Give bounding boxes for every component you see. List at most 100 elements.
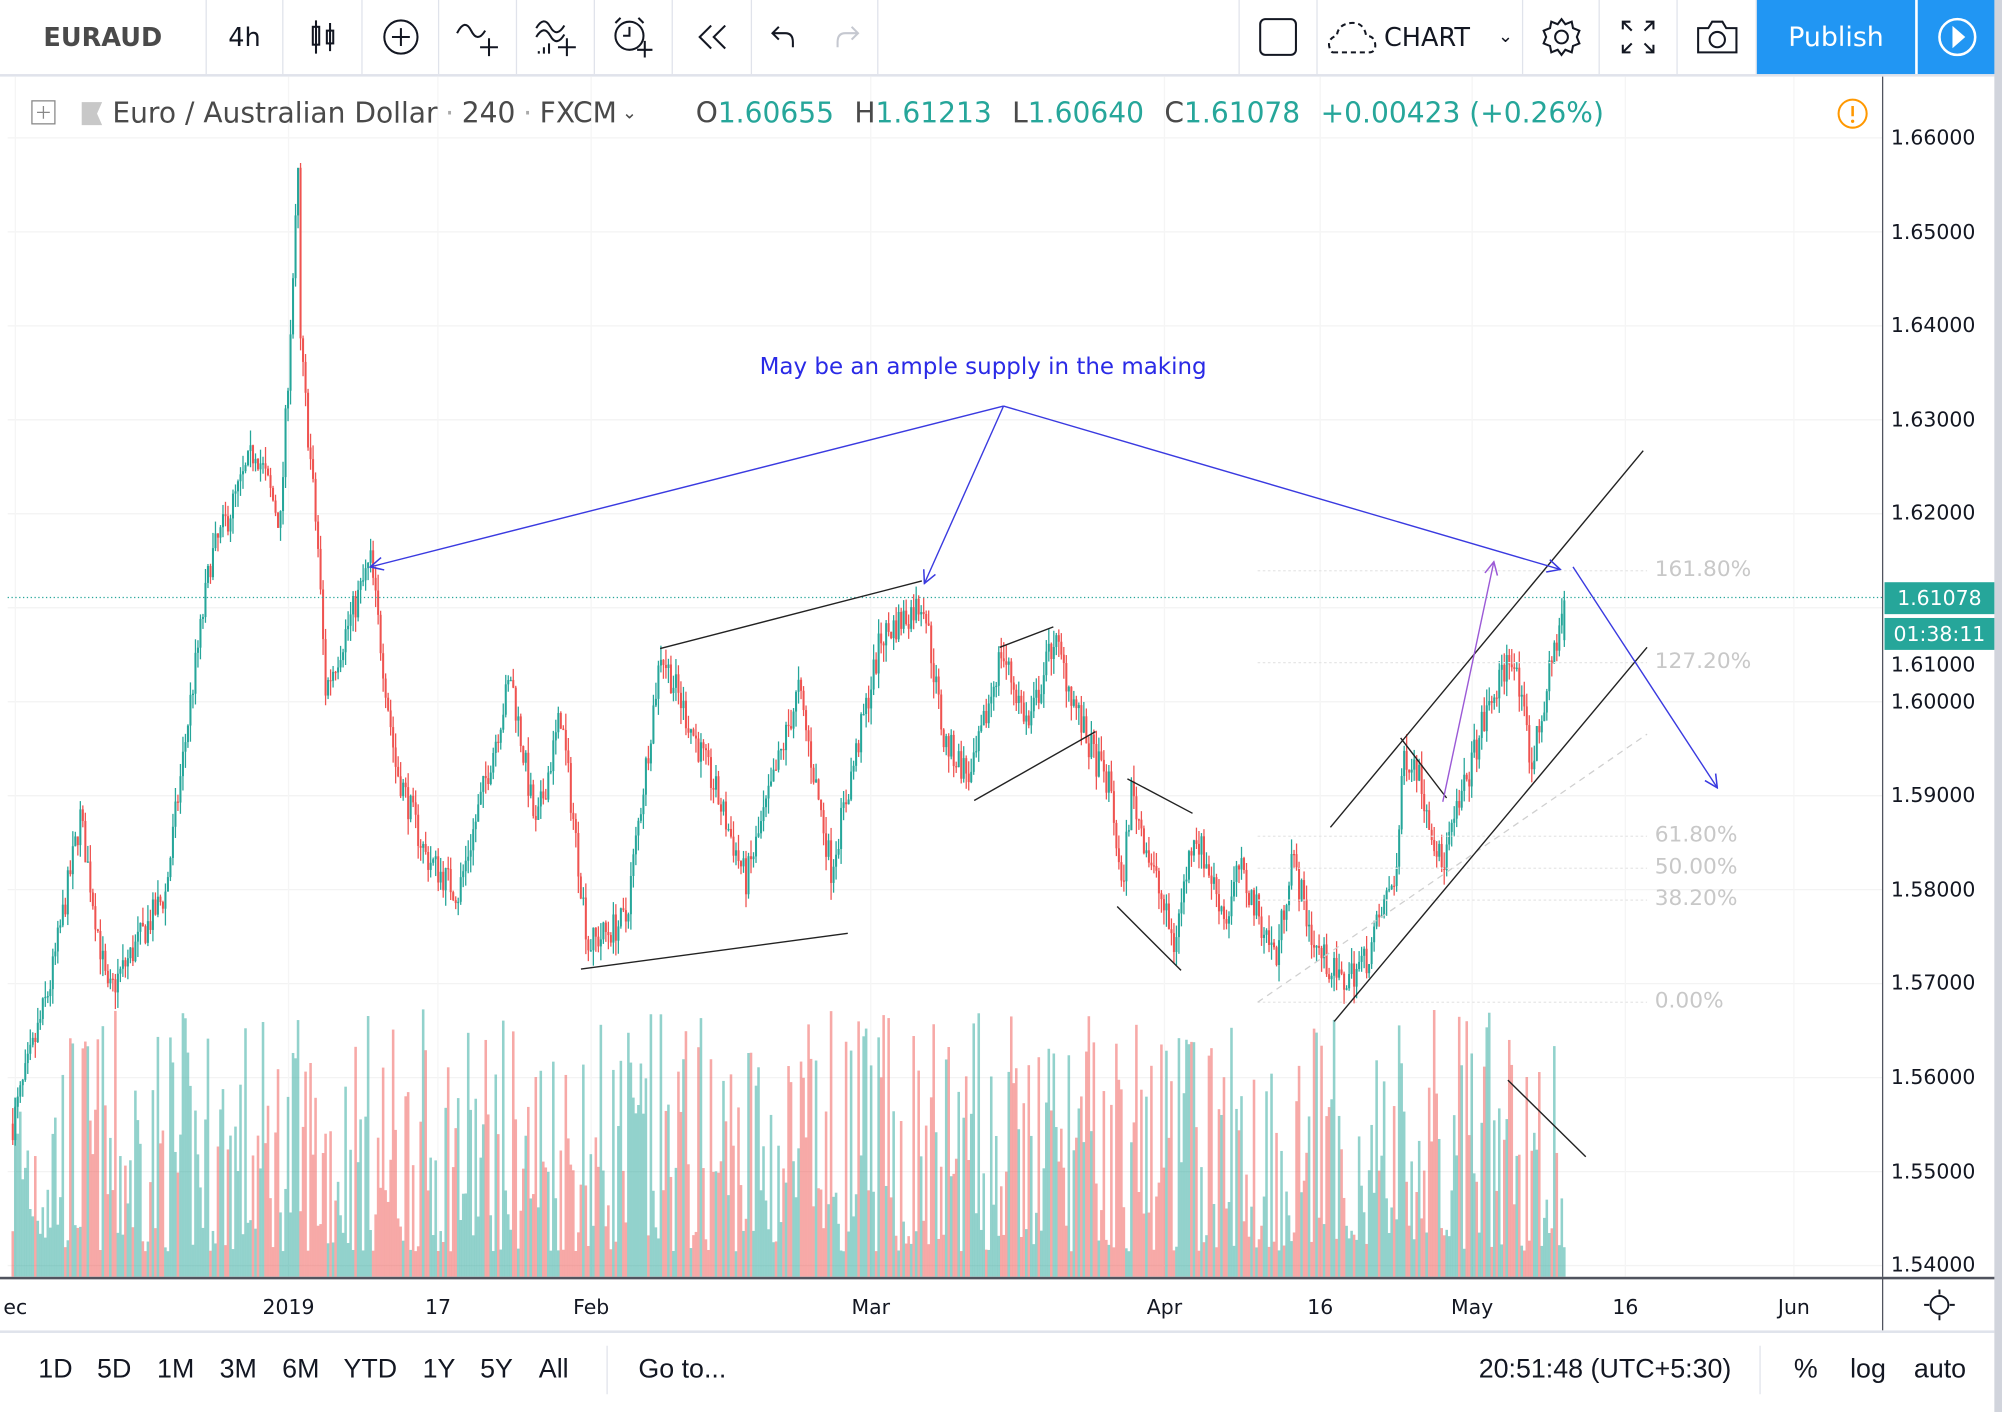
axis-settings-button[interactable]: [1881, 1276, 1996, 1331]
price-chart[interactable]: May be an ample supply in the making: [0, 76, 1882, 1277]
chevron-down-icon[interactable]: ⌄: [621, 103, 637, 124]
volume-bar: [1295, 1101, 1298, 1277]
volume-bar: [169, 1037, 172, 1277]
undo-button[interactable]: [752, 0, 816, 74]
candle-body: [347, 625, 350, 630]
candle-body: [667, 664, 670, 669]
candle-body: [382, 653, 385, 679]
play-button[interactable]: [1915, 0, 1997, 75]
volume-bar: [884, 1185, 888, 1277]
redo-button[interactable]: [816, 0, 879, 75]
candle-body: [1510, 664, 1513, 668]
candle-body: [131, 947, 134, 962]
volume-bar: [1007, 1071, 1011, 1277]
candle-body: [845, 802, 848, 805]
volume-bar: [1515, 1155, 1519, 1277]
volume-bar: [1410, 1161, 1413, 1277]
volume-bar: [46, 1189, 50, 1277]
publish-button[interactable]: Publish: [1756, 0, 1916, 75]
volume-bar: [1415, 1192, 1418, 1277]
warning-icon[interactable]: [1836, 97, 1869, 130]
symbol-search-button[interactable]: EURAUD: [0, 0, 207, 75]
volume-bar: [972, 1023, 976, 1277]
price-axis[interactable]: 1.66000 1.65000 1.64000 1.63000 1.62000 1.610…: [1881, 76, 1996, 1277]
candle-body: [742, 858, 745, 867]
annotation-text[interactable]: May be an ample supply in the making: [760, 354, 1207, 380]
volume-bar: [431, 1235, 435, 1277]
range-3m[interactable]: 3M: [219, 1354, 257, 1385]
candle-body: [827, 840, 830, 857]
replay-button[interactable]: [673, 0, 753, 75]
purple-arrow[interactable]: [1442, 562, 1494, 802]
volume-bar: [1087, 1016, 1091, 1277]
time-tick-label: 16: [1307, 1294, 1334, 1319]
volume-bar: [399, 1226, 402, 1277]
volume-bar: [614, 1241, 618, 1277]
candle-body: [277, 512, 280, 528]
candle-body: [399, 776, 402, 797]
add-indicator-button[interactable]: [363, 0, 440, 75]
candle-body: [1328, 974, 1331, 980]
log-toggle[interactable]: log: [1850, 1354, 1886, 1385]
goto-button[interactable]: Go to...: [638, 1354, 727, 1385]
alert-button[interactable]: [595, 0, 673, 75]
interval-button[interactable]: 4h: [207, 0, 284, 75]
candle-body: [1275, 947, 1278, 966]
range-6m[interactable]: 6M: [282, 1354, 320, 1385]
snapshot-button[interactable]: [1678, 0, 1757, 75]
volume-bar: [449, 1251, 452, 1277]
candle-body: [54, 951, 57, 957]
settings-button[interactable]: [1523, 0, 1600, 75]
fib-extension[interactable]: [1257, 570, 1648, 1003]
volume-bar: [1247, 1236, 1251, 1277]
add-indicator-icon: [382, 19, 418, 55]
fullscreen-button[interactable]: [1600, 0, 1678, 75]
candle-body: [387, 697, 390, 711]
volume-bar: [1167, 1137, 1171, 1277]
candle-body: [1530, 762, 1533, 770]
candle-body: [1265, 930, 1268, 935]
layout-button[interactable]: [1238, 0, 1318, 75]
trend-lines[interactable]: [580, 450, 1648, 1158]
candle-body: [1515, 667, 1518, 669]
volume-bar: [1480, 1122, 1484, 1277]
range-5d[interactable]: 5D: [97, 1354, 132, 1385]
range-ytd[interactable]: YTD: [343, 1354, 398, 1385]
expand-icon[interactable]: [31, 100, 59, 128]
volume-bar: [837, 1223, 840, 1277]
range-1d[interactable]: 1D: [38, 1354, 73, 1385]
save-chart-button[interactable]: CHART ⌄: [1316, 0, 1524, 75]
volume-bar: [1300, 1192, 1303, 1277]
compare-button[interactable]: [439, 0, 518, 75]
volume-bar: [1245, 1174, 1248, 1277]
volume-bar: [1185, 1039, 1188, 1277]
volume-bar: [1270, 1073, 1273, 1277]
auto-toggle[interactable]: auto: [1913, 1354, 1967, 1385]
indicators-button[interactable]: [517, 0, 595, 75]
volume-bar: [867, 1190, 870, 1277]
range-all[interactable]: All: [538, 1354, 569, 1385]
candle-body: [1428, 810, 1431, 830]
range-1y[interactable]: 1Y: [422, 1354, 456, 1385]
candle-body: [1035, 689, 1038, 698]
volume-bar: [386, 1201, 390, 1277]
candle-body: [542, 791, 545, 799]
time-axis[interactable]: ec 2019 17 Feb Mar Apr 16 May 16 Jun: [0, 1276, 1882, 1331]
candle-body: [1408, 769, 1411, 773]
fib-label: 38.20%: [1654, 886, 1738, 912]
volume-bar: [1105, 1239, 1108, 1277]
annotation-arrows[interactable]: [370, 405, 1717, 788]
candle-body: [1308, 924, 1311, 927]
clock[interactable]: 20:51:48 (UTC+5:30): [1478, 1354, 1732, 1385]
candle-body: [549, 771, 552, 773]
percent-toggle[interactable]: %: [1793, 1354, 1818, 1385]
range-1m[interactable]: 1M: [157, 1354, 195, 1385]
candle-body: [782, 748, 785, 751]
candle-body: [787, 724, 790, 727]
volume-bar: [604, 1226, 608, 1277]
chart-type-button[interactable]: [283, 0, 363, 75]
volume-bar: [181, 1013, 185, 1277]
candle-body: [332, 671, 335, 681]
symbol-title[interactable]: Euro / Australian Dollar: [112, 97, 438, 130]
range-5y[interactable]: 5Y: [480, 1354, 513, 1385]
